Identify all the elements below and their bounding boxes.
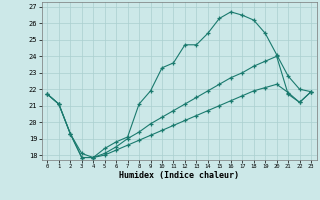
X-axis label: Humidex (Indice chaleur): Humidex (Indice chaleur) — [119, 171, 239, 180]
